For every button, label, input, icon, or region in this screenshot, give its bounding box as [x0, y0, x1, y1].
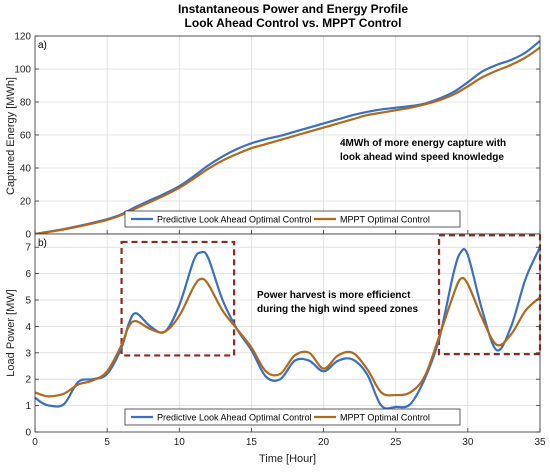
panel-label: a): [38, 40, 47, 51]
y-tick-label: 40: [20, 164, 32, 175]
x-tick-label: 30: [462, 437, 474, 448]
highlight-zone-1: [120, 240, 236, 357]
panel-label: b): [38, 238, 47, 249]
x-tick-label: 20: [318, 437, 330, 448]
y-tick-label: 3: [25, 348, 31, 359]
series-line-mppt: [34, 276, 541, 398]
y-tick-label: 120: [14, 32, 31, 43]
axes-frame: [34, 233, 541, 433]
x-tick-label: 25: [390, 437, 402, 448]
series-line-look-ahead: [34, 246, 542, 410]
legend: Predictive Look Ahead Optimal Control MPP…: [124, 408, 461, 426]
plot-area: [35, 234, 540, 432]
y-tick-label: 4: [25, 322, 31, 333]
y-tick-label: 60: [20, 131, 32, 142]
legend-entry: Predictive Look Ahead Optimal Control: [157, 215, 312, 225]
annotation-text: Power harvest is more efficienct: [257, 290, 411, 301]
y-tick-label: 80: [20, 98, 32, 109]
y-tick-label: 20: [20, 197, 32, 208]
chart-title: Instantaneous Power and Energy Profile: [178, 2, 408, 16]
x-tick-label: 15: [246, 437, 258, 448]
chart-subtitle: Look Ahead Control vs. MPPT Control: [185, 16, 402, 30]
legend-entry: Predictive Look Ahead Optimal Control: [157, 413, 312, 423]
y-tick-label: 7: [25, 243, 31, 254]
x-tick-label: 5: [104, 437, 110, 448]
y-tick-label: 2: [25, 375, 31, 386]
legend-box: [124, 210, 461, 228]
x-tick-label: 0: [32, 437, 38, 448]
y-tick-label: 5: [25, 296, 31, 307]
y-tick-label: 0: [25, 428, 31, 439]
x-tick-label: 10: [174, 437, 186, 448]
legend-box: [124, 408, 461, 426]
annotation-text: during the high wind speed zones: [257, 304, 419, 315]
series-line-mppt: [34, 46, 541, 236]
x-tick-label: 35: [534, 437, 546, 448]
y-axis-label: Load Power [MW]: [5, 289, 17, 376]
y-tick-label: 1: [25, 401, 31, 412]
legend: Predictive Look Ahead Optimal Control MPP…: [124, 210, 461, 228]
legend-entry: MPPT Optimal Control: [340, 215, 430, 225]
annotation-text: look ahead wind speed knowledge: [340, 152, 504, 163]
legend-entry: MPPT Optimal Control: [340, 413, 430, 423]
y-tick-label: 0: [25, 230, 31, 241]
panel-energy: 0 20 40 60 80 100 120 a) Captured Energy [MWh] 4M…: [5, 32, 541, 241]
y-axis-label: Captured Energy [MWh]: [5, 77, 17, 195]
x-axis-label: Time [Hour]: [259, 453, 316, 465]
y-tick-label: 6: [25, 269, 31, 280]
panel-power: 0 1 2 3 4 5 6 7 0 5 10 15 20 25 30 35 b) Load Power [MW] T…: [5, 233, 546, 465]
y-tick-label: 100: [14, 65, 31, 76]
annotation-text: 4MWh of more energy capture with: [340, 138, 506, 149]
